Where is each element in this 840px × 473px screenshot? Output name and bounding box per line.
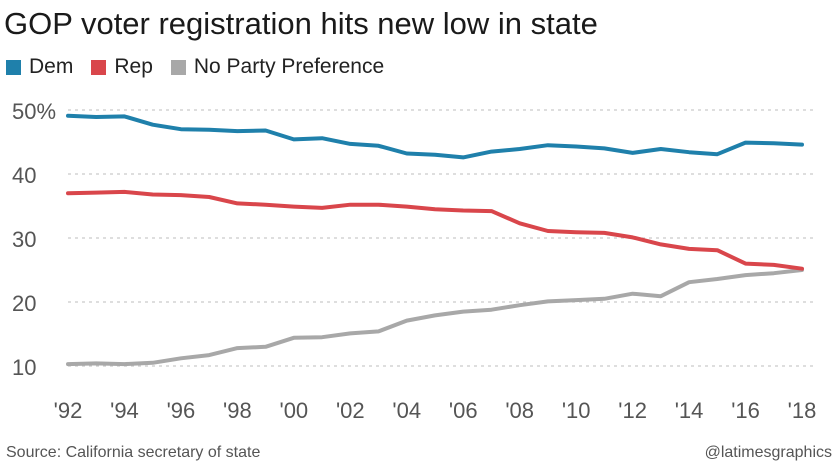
x-tick-label: '08	[505, 398, 534, 423]
chart-legend: Dem Rep No Party Preference	[6, 54, 402, 80]
legend-item-rep: Rep	[91, 55, 153, 79]
series-line-dem	[66, 113, 804, 160]
series-line-no-party-preference	[66, 268, 804, 367]
legend-swatch-npp	[170, 59, 186, 75]
x-tick-label: '06	[449, 398, 478, 423]
credit-note: @latimesgraphics	[704, 444, 832, 461]
legend-item-npp: No Party Preference	[170, 55, 385, 79]
x-tick-label: '18	[788, 398, 817, 423]
legend-swatch-rep	[91, 59, 107, 75]
legend-label-npp: No Party Preference	[193, 55, 385, 78]
source-note: Source: California secretary of state	[6, 444, 261, 461]
x-tick-label: '04	[392, 398, 421, 423]
x-tick-label: '96	[167, 398, 196, 423]
y-tick-label: 40	[12, 163, 36, 188]
y-tick-label: 20	[12, 291, 36, 316]
legend-swatch-dem	[6, 59, 21, 75]
x-tick-label: '98	[223, 398, 252, 423]
x-tick-label: '10	[562, 398, 591, 423]
legend-label-rep: Rep	[114, 55, 153, 78]
x-tick-label: '02	[336, 398, 365, 423]
series-lines	[66, 113, 804, 367]
legend-item-dem: Dem	[6, 55, 73, 79]
x-axis-ticks: '92 '94 '96 '98 '00 '02 '04 '06 '08 '10 '12 '14 '16 '…	[54, 398, 817, 423]
x-tick-label: '14	[675, 398, 704, 423]
x-tick-label: '00	[280, 398, 309, 423]
y-tick-label: 50%	[12, 99, 56, 124]
x-tick-label: '92	[54, 398, 83, 423]
x-tick-label: '12	[618, 398, 647, 423]
y-tick-label: 10	[12, 355, 36, 380]
x-tick-label: '16	[731, 398, 760, 423]
x-tick-label: '94	[110, 398, 139, 423]
chart-title: GOP voter registration hits new low in s…	[4, 6, 598, 41]
series-line-rep	[66, 189, 804, 271]
grid-lines	[68, 109, 814, 367]
y-axis-ticks: 10 20 30 40 50%	[12, 99, 56, 380]
legend-label-dem: Dem	[29, 55, 74, 78]
y-tick-label: 30	[12, 227, 36, 252]
